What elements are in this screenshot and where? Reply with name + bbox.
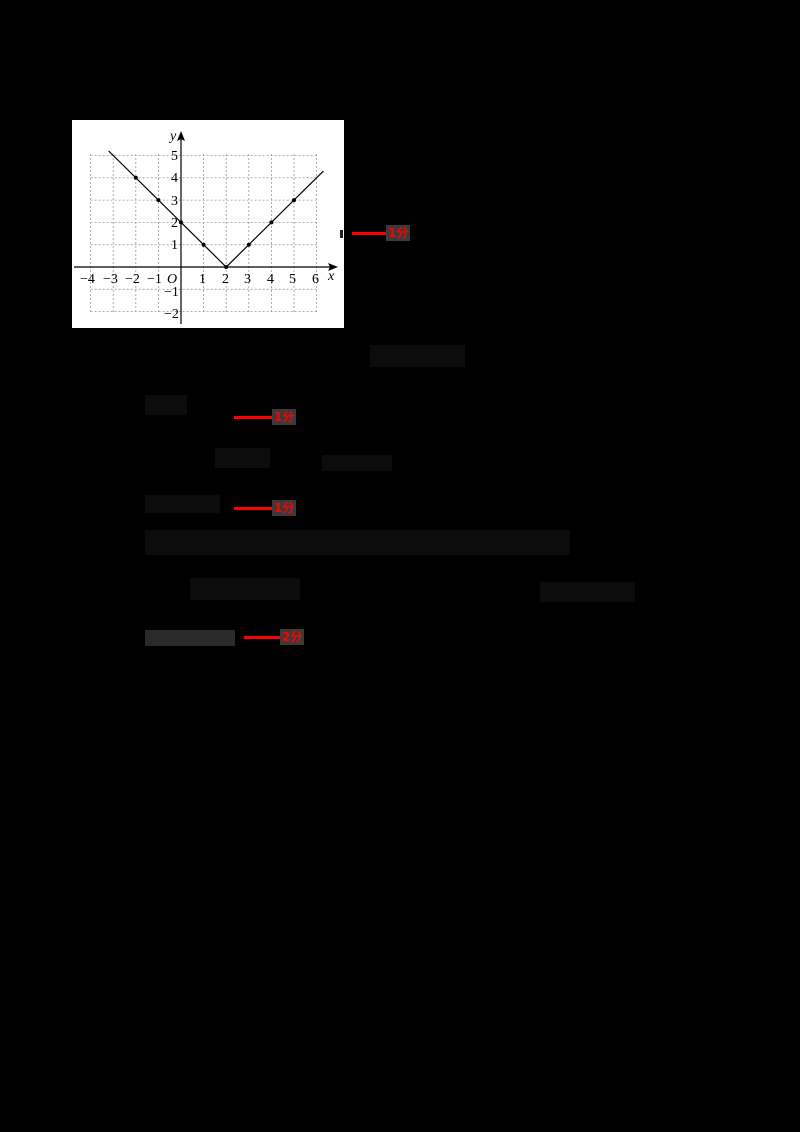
svg-text:3: 3 — [171, 194, 178, 209]
svg-text:−1: −1 — [147, 272, 162, 287]
illegible-text — [540, 582, 635, 602]
svg-text:−4: −4 — [80, 272, 95, 287]
x-axis-arrow — [328, 263, 338, 271]
svg-text:O: O — [167, 272, 177, 287]
axes — [74, 134, 334, 324]
illegible-text — [370, 345, 465, 367]
svg-text:2: 2 — [222, 272, 229, 287]
graph-svg: −4 −3 −2 −1 O 1 2 3 4 5 6 x 5 4 3 2 1 −1… — [74, 129, 338, 324]
score-label: 1分 — [272, 409, 297, 425]
illegible-text — [190, 578, 300, 600]
score-line — [234, 415, 272, 419]
svg-text:6: 6 — [312, 272, 319, 287]
stray-mark — [340, 230, 343, 238]
svg-text:x: x — [327, 269, 335, 284]
svg-text:1: 1 — [171, 238, 178, 253]
svg-text:5: 5 — [171, 149, 178, 164]
illegible-text — [145, 530, 570, 555]
illegible-text — [322, 455, 392, 471]
score-label: 1分 — [386, 225, 411, 241]
svg-text:y: y — [168, 129, 177, 144]
score-line — [352, 231, 386, 235]
function-line — [108, 150, 324, 268]
function-graph-figure: −4 −3 −2 −1 O 1 2 3 4 5 6 x 5 4 3 2 1 −1… — [72, 120, 344, 328]
grid-lines — [90, 154, 318, 313]
y-axis-arrow — [177, 131, 185, 141]
score-label: 2分 — [280, 629, 305, 645]
score-line — [244, 635, 280, 639]
svg-text:4: 4 — [267, 272, 274, 287]
illegible-text — [145, 630, 235, 646]
score-marker: 1分 — [234, 500, 297, 516]
score-line — [234, 506, 272, 510]
score-marker: 1分 — [234, 409, 297, 425]
score-marker: 2分 — [244, 629, 305, 645]
svg-text:−3: −3 — [103, 272, 118, 287]
svg-text:3: 3 — [244, 272, 251, 287]
tick-labels: −4 −3 −2 −1 O 1 2 3 4 5 6 x 5 4 3 2 1 −1… — [80, 129, 335, 322]
data-points — [133, 175, 296, 269]
score-marker: 1分 — [352, 225, 411, 241]
score-label: 1分 — [272, 500, 297, 516]
svg-text:2: 2 — [171, 216, 178, 231]
svg-text:1: 1 — [199, 272, 206, 287]
svg-text:4: 4 — [171, 171, 178, 186]
svg-text:−2: −2 — [164, 307, 179, 322]
svg-text:−1: −1 — [164, 285, 179, 300]
illegible-text — [215, 448, 270, 468]
illegible-text — [145, 495, 220, 513]
svg-text:−2: −2 — [125, 272, 140, 287]
svg-text:5: 5 — [289, 272, 296, 287]
illegible-text — [145, 395, 187, 415]
